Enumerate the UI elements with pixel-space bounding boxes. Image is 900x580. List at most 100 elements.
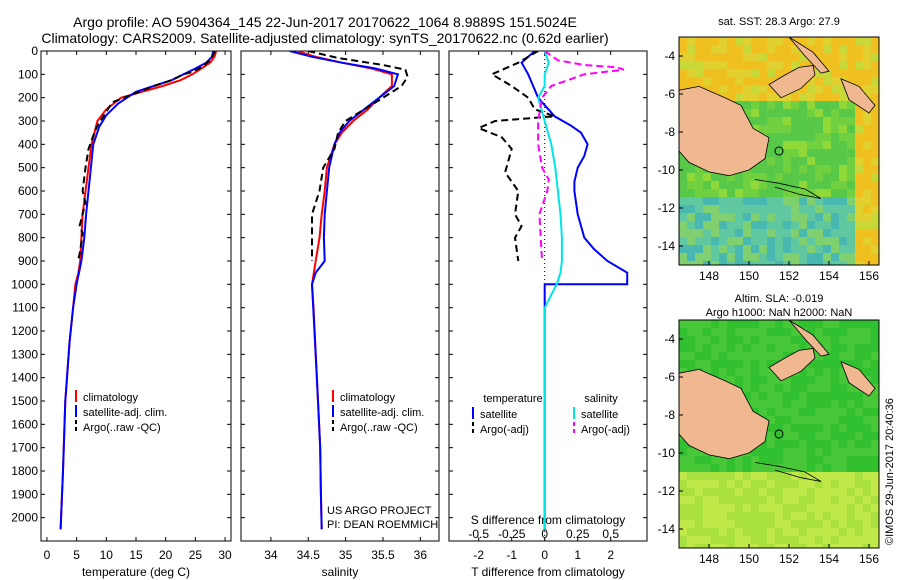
map-cell xyxy=(847,133,855,141)
map-cell xyxy=(719,496,727,504)
sal-xlabel: salinity xyxy=(322,565,359,579)
map-cell xyxy=(815,448,823,456)
map-cell xyxy=(855,189,863,197)
map-cell xyxy=(727,472,735,480)
map-cell xyxy=(783,189,791,197)
map-cell xyxy=(815,157,823,165)
map-cell xyxy=(799,109,807,117)
map-cell xyxy=(695,512,703,520)
map-cell xyxy=(807,205,815,213)
map-cell xyxy=(791,336,799,344)
map-cell xyxy=(687,173,695,181)
map-cell xyxy=(791,197,799,205)
map-cell xyxy=(823,368,831,376)
map-cell xyxy=(791,93,799,101)
map-cell xyxy=(807,512,815,520)
map-cell xyxy=(687,512,695,520)
map-cell xyxy=(759,344,767,352)
map-cell xyxy=(687,504,695,512)
map-cell xyxy=(799,133,807,141)
map-cell xyxy=(735,37,743,45)
map-cell xyxy=(703,53,711,61)
map-cell xyxy=(839,544,847,548)
temp-panel: 0100200300400500600700800900100011001200… xyxy=(11,44,232,579)
map-cell xyxy=(751,392,759,400)
sal-diff-xlabel: S difference from climatology xyxy=(471,513,626,527)
map-cell xyxy=(855,544,863,548)
map-cell xyxy=(807,392,815,400)
map-cell xyxy=(759,85,767,93)
map-cell xyxy=(871,512,879,520)
diff-series-group xyxy=(476,51,629,530)
map-cell xyxy=(839,181,847,189)
map-cell xyxy=(815,464,823,472)
map-cell xyxy=(863,408,871,416)
map-cell xyxy=(767,221,775,229)
map-cell xyxy=(831,448,839,456)
map-cell xyxy=(783,520,791,528)
map-cell xyxy=(727,480,735,488)
map-cell xyxy=(727,173,735,181)
map-cell xyxy=(839,149,847,157)
map-cell xyxy=(799,536,807,544)
map-cell xyxy=(711,504,719,512)
map-cell xyxy=(871,149,879,157)
temp-legend-label: Argo(..raw -QC) xyxy=(83,422,161,434)
map-cell xyxy=(871,496,879,504)
map-cell xyxy=(807,173,815,181)
map-cell xyxy=(703,37,711,45)
map-cell xyxy=(767,352,775,360)
map-cell xyxy=(815,416,823,424)
map-cell xyxy=(839,520,847,528)
map-cell xyxy=(855,344,863,352)
map-cell xyxy=(743,101,751,109)
map-cell xyxy=(831,528,839,536)
map-cell xyxy=(695,504,703,512)
map-cell xyxy=(799,189,807,197)
map-cell xyxy=(783,480,791,488)
map-cell xyxy=(679,45,687,53)
plot-title-line2: Climatology: CARS2009. Satellite-adjuste… xyxy=(41,30,609,46)
temp-legend-label: satellite-adj. clim. xyxy=(83,407,167,419)
map-cell xyxy=(855,165,863,173)
map-cell xyxy=(863,37,871,45)
map-cell xyxy=(839,221,847,229)
map-cell xyxy=(799,181,807,189)
map-cell xyxy=(679,328,687,336)
map-cell xyxy=(815,117,823,125)
map-cell xyxy=(831,101,839,109)
map-cell xyxy=(847,464,855,472)
map-cell xyxy=(759,261,767,265)
map-cell xyxy=(815,488,823,496)
land-new-ireland xyxy=(788,37,830,74)
map-cell xyxy=(847,245,855,253)
map-cell xyxy=(695,261,703,265)
map-cell xyxy=(823,165,831,173)
map-cell xyxy=(775,69,783,77)
map-cell xyxy=(759,157,767,165)
map-cell xyxy=(751,400,759,408)
map-cell xyxy=(871,472,879,480)
map-cell xyxy=(855,456,863,464)
map-cell xyxy=(759,464,767,472)
map-cell xyxy=(759,253,767,261)
map-cell xyxy=(703,544,711,548)
map-cell xyxy=(759,360,767,368)
map-cell xyxy=(727,245,735,253)
map-cell xyxy=(855,205,863,213)
map-cell xyxy=(791,61,799,69)
map-cell xyxy=(863,117,871,125)
map-cell xyxy=(719,261,727,265)
map-cell xyxy=(695,173,703,181)
depth-tick-label: 1100 xyxy=(12,301,38,315)
map-cell xyxy=(759,37,767,45)
map-cell xyxy=(751,245,759,253)
map-cell xyxy=(783,133,791,141)
map-cell xyxy=(839,53,847,61)
map-cell xyxy=(871,376,879,384)
map-cell xyxy=(847,344,855,352)
map-cell xyxy=(743,320,751,328)
map-ytick-label: -14 xyxy=(658,239,676,253)
map-cell xyxy=(871,408,879,416)
map-cell xyxy=(823,528,831,536)
